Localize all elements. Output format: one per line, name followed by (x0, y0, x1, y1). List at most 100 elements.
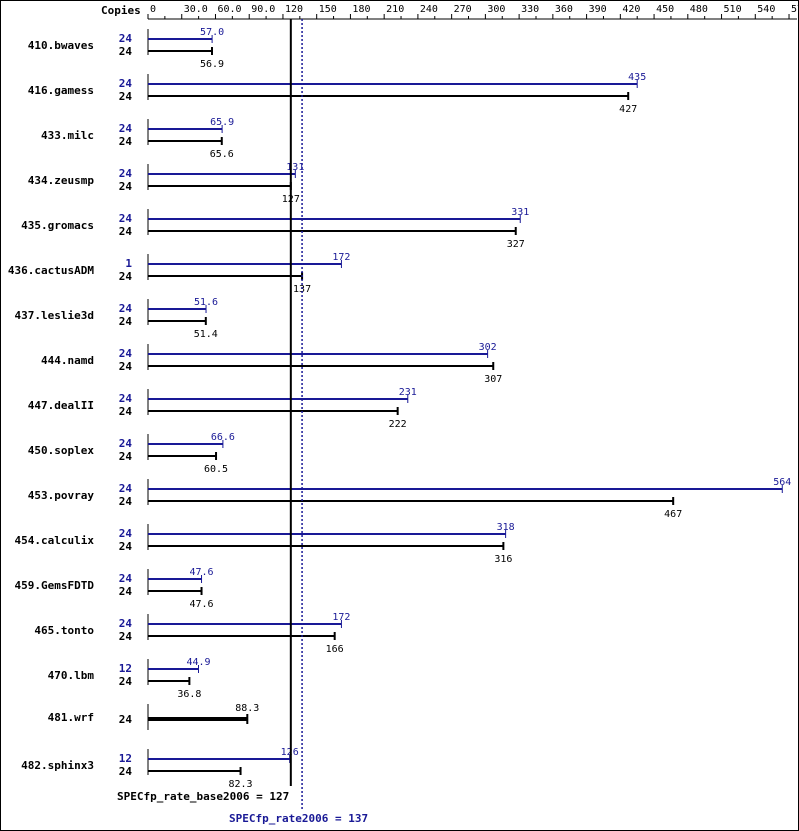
tick-label: 420 (622, 4, 640, 15)
benchmark-name: 410.bwaves (28, 39, 94, 52)
base-copies: 24 (119, 405, 133, 418)
peak-value-label: 66.6 (211, 432, 235, 443)
peak-value-label: 231 (399, 387, 417, 398)
base-copies: 24 (119, 135, 133, 148)
tick-label: 90.0 (251, 4, 275, 15)
tick-label: 30.0 (184, 4, 208, 15)
x-axis: 0 30.0 60.0 90.0 120 150 180 210 240 270 300 330 360… (147, 4, 798, 20)
peak-value-label: 302 (479, 342, 497, 353)
base-value-label: 65.6 (210, 149, 234, 160)
benchmark-row: 410.bwaves 24 57.0 24 56.9 (28, 27, 224, 70)
tick-label: 570 (791, 4, 798, 15)
benchmark-name: 434.zeusmp (28, 174, 95, 187)
base-value-label: 327 (507, 239, 525, 250)
tick-label: 510 (724, 4, 742, 15)
base-value-label: 88.3 (235, 703, 259, 714)
base-copies: 24 (119, 495, 133, 508)
tick-label: 540 (757, 4, 775, 15)
peak-copies: 24 (119, 572, 133, 585)
base-copies: 24 (119, 713, 133, 726)
peak-value-label: 131 (286, 162, 304, 173)
benchmark-row: 450.soplex 24 66.6 24 60.5 (28, 432, 235, 475)
peak-copies: 24 (119, 167, 133, 180)
peak-value-label: 47.6 (189, 567, 213, 578)
benchmark-name: 470.lbm (48, 669, 95, 682)
benchmark-row: 447.dealII 24 231 24 222 (28, 387, 417, 430)
benchmark-name: 444.namd (41, 354, 94, 367)
benchmark-name: 481.wrf (48, 711, 94, 724)
base-value-label: 60.5 (204, 464, 228, 475)
base-copies: 24 (119, 180, 133, 193)
base-copies: 24 (119, 45, 133, 58)
benchmark-row: 433.milc 24 65.9 24 65.6 (41, 117, 234, 160)
peak-value-label: 172 (332, 612, 350, 623)
base-copies: 24 (119, 360, 133, 373)
peak-copies: 24 (119, 437, 133, 450)
peak-copies: 24 (119, 122, 133, 135)
tick-label: 60.0 (217, 4, 241, 15)
tick-label: 480 (690, 4, 708, 15)
peak-copies: 24 (119, 302, 133, 315)
peak-value-label: 331 (511, 207, 529, 218)
base-copies: 24 (119, 315, 133, 328)
peak-copies: 24 (119, 482, 133, 495)
base-value-label: 36.8 (177, 689, 201, 700)
benchmark-row: 434.zeusmp2413124127 (28, 162, 305, 205)
base-value-label: 307 (484, 374, 502, 385)
base-value-label: 316 (494, 554, 512, 565)
peak-value-label: 65.9 (210, 117, 234, 128)
benchmark-row: 436.cactusADM 1 172 24 137 (8, 252, 351, 295)
tick-label: 450 (656, 4, 674, 15)
peak-value-label: 318 (497, 522, 515, 533)
benchmark-name: 465.tonto (34, 624, 94, 637)
benchmark-name: 437.leslie3d (15, 309, 94, 322)
base-value-label: 166 (326, 644, 344, 655)
benchmark-name: 447.dealII (28, 399, 94, 412)
peak-copies: 24 (119, 392, 133, 405)
benchmark-name: 482.sphinx3 (21, 759, 94, 772)
base-copies: 24 (119, 225, 133, 238)
benchmark-name: 433.milc (41, 129, 94, 142)
benchmark-name: 453.povray (28, 489, 95, 502)
benchmark-row: 465.tonto 24 172 24 166 (34, 612, 350, 655)
peak-copies: 24 (119, 527, 133, 540)
peak-value-label: 44.9 (186, 657, 210, 668)
peak-copies: 12 (119, 662, 132, 675)
benchmark-name: 459.GemsFDTD (15, 579, 95, 592)
copies-header: Copies (101, 4, 141, 17)
peak-copies: 12 (119, 752, 132, 765)
tick-label: 150 (319, 4, 337, 15)
peak-value-label: 57.0 (200, 27, 224, 38)
base-copies: 24 (119, 450, 133, 463)
tick-label: 330 (521, 4, 539, 15)
base-value-label: 51.4 (194, 329, 218, 340)
base-copies: 24 (119, 270, 133, 283)
base-copies: 24 (119, 765, 133, 778)
base-copies: 24 (119, 675, 133, 688)
base-value-label: 82.3 (229, 779, 253, 790)
peak-value-label: 172 (332, 252, 350, 263)
benchmark-row: 470.lbm 12 44.9 24 36.8 (48, 657, 211, 700)
benchmark-row: 481.wrf 24 88.3 (48, 703, 259, 730)
benchmark-name: 450.soplex (28, 444, 95, 457)
summary-lines: SPECfp_rate_base2006 = 127 SPECfp_rate200… (117, 19, 368, 825)
benchmark-row: 482.sphinx3 12 126 24 82.3 (21, 747, 299, 790)
base-copies: 24 (119, 585, 133, 598)
benchmark-row: 454.calculix 24 318 24 316 (15, 522, 515, 565)
benchmark-row: 416.gamess 24 435 24 427 (28, 72, 646, 115)
tick-label: 360 (555, 4, 573, 15)
base-value-label: 427 (619, 104, 637, 115)
base-value-label: 467 (664, 509, 682, 520)
benchmark-row: 435.gromacs 24 331 24 327 (21, 207, 529, 250)
benchmark-name: 435.gromacs (21, 219, 94, 232)
peak-copies: 24 (119, 347, 133, 360)
base-summary-label: SPECfp_rate_base2006 = 127 (117, 790, 289, 803)
benchmark-name: 436.cactusADM (8, 264, 94, 277)
benchmark-name: 416.gamess (28, 84, 94, 97)
peak-value-label: 126 (281, 747, 299, 758)
tick-label: 270 (454, 4, 472, 15)
peak-copies: 24 (119, 32, 133, 45)
